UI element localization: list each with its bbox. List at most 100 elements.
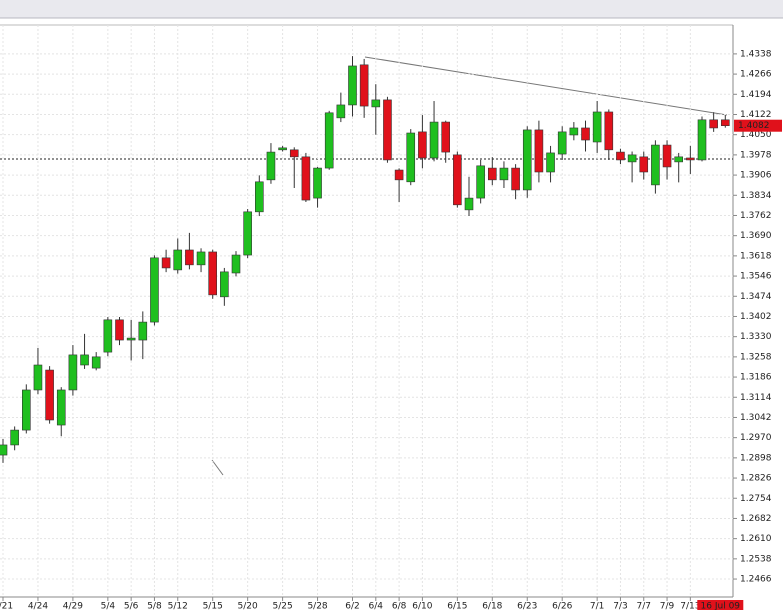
y-tick-label: 1.2682	[740, 514, 772, 524]
x-tick-label: 7/9	[660, 602, 675, 610]
y-tick-label: 1.4338	[740, 49, 772, 59]
date-marker-label: 16 Jul 09	[701, 602, 741, 610]
y-tick-label: 1.3474	[740, 292, 772, 302]
x-tick-label: 7/3	[613, 602, 627, 610]
candle-body	[68, 354, 78, 391]
candle-body	[56, 389, 66, 426]
candle-body	[289, 149, 299, 158]
y-tick-label: 1.2538	[740, 554, 772, 564]
candle-body	[21, 389, 31, 431]
candle-body	[348, 65, 357, 106]
x-tick-label: 5/28	[307, 602, 327, 610]
candle-body	[441, 121, 451, 153]
candle-body	[546, 152, 555, 173]
y-tick-label: 1.3618	[740, 251, 772, 261]
y-tick-label: 1.4122	[740, 110, 772, 120]
candle-body	[255, 181, 264, 213]
candle-body	[406, 132, 416, 183]
candle-body	[208, 251, 217, 296]
candle-body	[336, 104, 346, 119]
y-tick-label: 1.2466	[740, 575, 772, 585]
candle-body	[662, 144, 672, 168]
price-marker	[734, 119, 782, 132]
candle-body	[487, 167, 497, 181]
candle-body	[313, 167, 322, 199]
y-tick-label: 1.2610	[740, 534, 772, 544]
candle-body	[243, 211, 252, 256]
y-tick-label: 1.3906	[740, 171, 772, 181]
x-tick-label: 6/4	[369, 602, 384, 610]
candle-body	[301, 156, 311, 201]
x-tick-label: 6/10	[412, 602, 432, 610]
y-tick-label: 1.4194	[740, 90, 772, 100]
candle-body	[33, 364, 43, 391]
y-tick-label: 1.3690	[740, 231, 772, 241]
candle-body	[161, 257, 171, 269]
y-tick-label: 1.2898	[740, 453, 772, 463]
candle-body	[418, 131, 427, 159]
x-tick-label: 5/4	[101, 602, 116, 610]
candle-body	[639, 156, 649, 173]
candle-body	[464, 197, 474, 211]
y-tick-label: 1.3186	[740, 373, 772, 383]
y-tick-label: 1.3114	[740, 393, 772, 403]
x-tick-label: 4/29	[63, 602, 83, 610]
candle-body	[720, 119, 730, 127]
candle-body	[534, 129, 544, 173]
x-tick-label: 7/7	[637, 602, 651, 610]
y-tick-label: 1.3330	[740, 332, 772, 342]
x-tick-label: 5/25	[272, 602, 292, 610]
y-tick-label: 1.3978	[740, 150, 772, 160]
candle-body	[604, 111, 614, 151]
candle-body	[80, 354, 89, 366]
candle-body	[371, 99, 381, 108]
candle-body	[627, 154, 637, 163]
y-tick-label: 1.3258	[740, 352, 772, 362]
y-tick-label: 1.2754	[740, 494, 772, 504]
candle-body	[150, 257, 159, 323]
candle-body	[453, 154, 462, 206]
candle-body	[220, 271, 229, 298]
candle-body	[231, 254, 241, 274]
y-tick-label: 1.3762	[740, 211, 772, 221]
x-tick-label: 5/6	[124, 602, 139, 610]
x-tick-label: 6/26	[552, 602, 572, 610]
candle-body	[173, 249, 183, 271]
candle-body	[429, 121, 439, 159]
candle-body	[185, 249, 194, 266]
candle-body	[651, 144, 660, 186]
candle-body	[592, 111, 602, 143]
y-tick-label: 1.3834	[740, 191, 772, 201]
candle-body	[697, 119, 707, 161]
drawing-stroke	[211, 459, 224, 476]
y-tick-label: 1.2970	[740, 433, 772, 443]
candle-body	[115, 319, 124, 341]
candle-body	[394, 169, 404, 181]
x-tick-label: 7/1	[590, 602, 604, 610]
candle-body	[522, 129, 532, 191]
x-tick-label: 6/18	[482, 602, 502, 610]
x-tick-label: 5/8	[147, 602, 162, 610]
y-tick-label: 1.3402	[740, 312, 772, 322]
x-tick-label: 7/13	[680, 602, 700, 610]
x-tick-label: 5/15	[203, 602, 223, 610]
candle-body	[686, 157, 695, 161]
candle-body	[581, 127, 590, 141]
date-marker	[697, 600, 744, 610]
candle-body	[359, 64, 369, 107]
x-tick-label: 5/12	[168, 602, 188, 610]
price-marker-label: 1.4082	[738, 121, 770, 131]
candle-body	[557, 131, 567, 155]
candle-body	[126, 337, 136, 341]
candle-body	[196, 251, 206, 266]
y-tick-label: 1.4050	[740, 130, 772, 140]
candle-body	[45, 369, 54, 421]
candle-body	[278, 147, 287, 151]
y-tick-label: 1.3042	[740, 413, 772, 423]
candle-body	[91, 356, 101, 369]
candle-body	[10, 429, 19, 446]
x-tick-label: 4/24	[28, 602, 48, 610]
candle-body	[324, 112, 334, 169]
candle-body	[709, 119, 718, 129]
